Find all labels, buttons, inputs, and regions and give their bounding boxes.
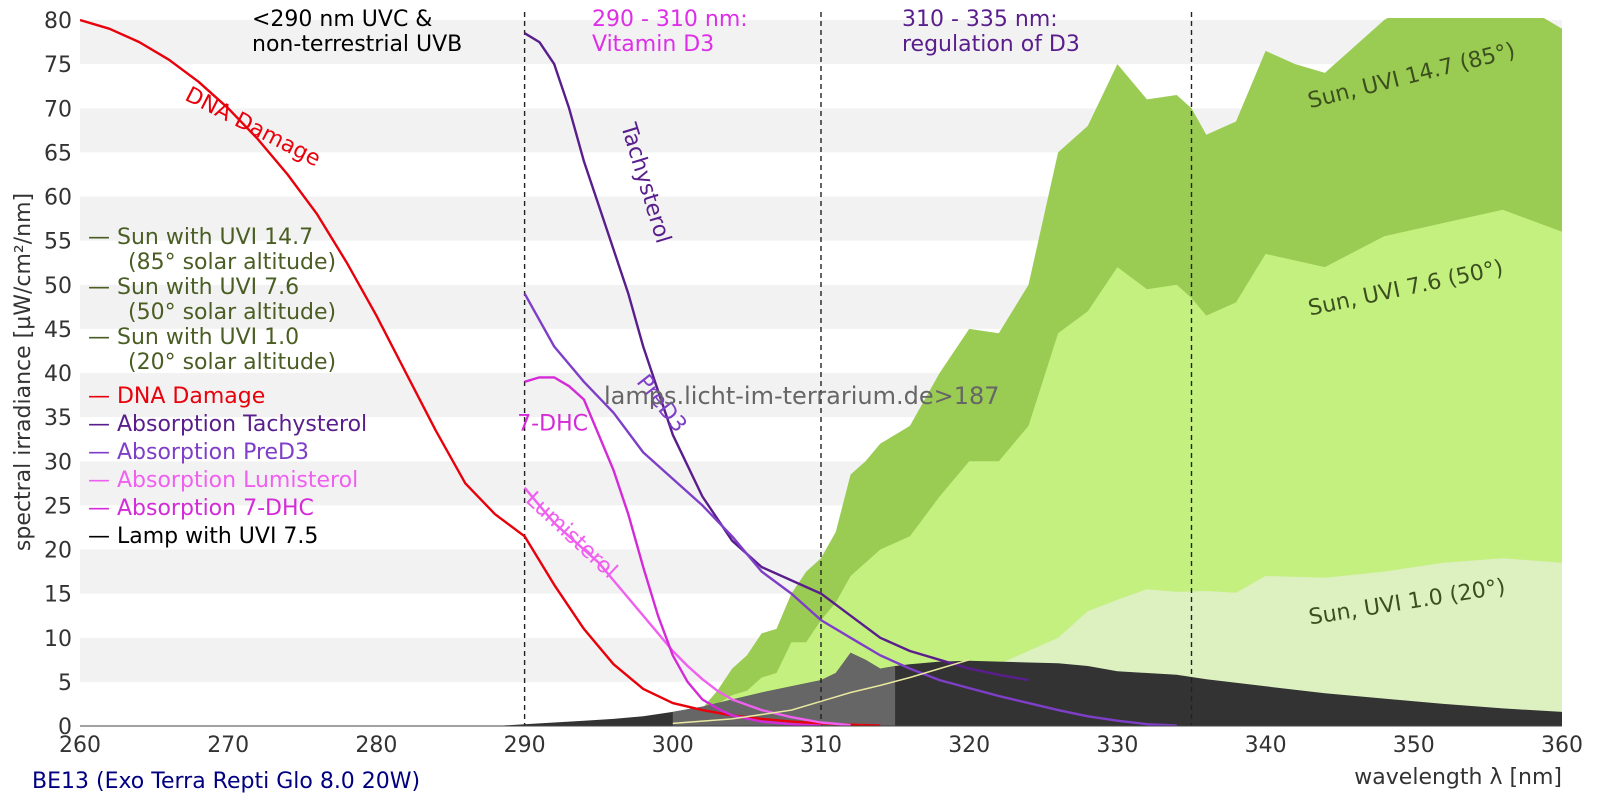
- x-tick-label: 310: [800, 733, 842, 758]
- region-label: non-terrestrial UVB: [252, 32, 462, 57]
- curve-label: 7-DHC: [517, 411, 588, 436]
- x-tick-label: 350: [1393, 733, 1435, 758]
- series-line: [523, 486, 851, 726]
- y-tick-label: 65: [44, 141, 72, 166]
- x-tick-label: 270: [207, 733, 249, 758]
- series-line: [672, 659, 970, 725]
- y-tick-label: 5: [58, 671, 72, 696]
- legend-entry: — Absorption PreD3: [88, 440, 309, 465]
- watermark: lamps.licht-im-terrarium.de>187: [604, 382, 1000, 410]
- x-tick-label: 330: [1096, 733, 1138, 758]
- y-tick-label: 80: [44, 9, 72, 34]
- region-divider-lines: [523, 12, 1193, 726]
- y-axis-label: spectral irradiance [µW/cm²/nm]: [11, 193, 36, 551]
- y-tick-label: 45: [44, 318, 72, 343]
- footer-caption: BE13 (Exo Terra Repti Glo 8.0 20W): [32, 769, 420, 794]
- axes: 260 270 280 290 300 310 320 330 340 350 360 0 5 10 15 2…: [44, 9, 1583, 758]
- x-tick-label: 280: [355, 733, 397, 758]
- y-tick-label: 10: [44, 627, 72, 652]
- legend-entry: (20° solar altitude): [128, 350, 336, 375]
- series-line: [523, 32, 1029, 682]
- x-tick-label: 290: [504, 733, 546, 758]
- x-axis-label: wavelength λ [nm]: [1354, 765, 1562, 790]
- y-tick-label: 40: [44, 362, 72, 387]
- y-tick-label: 0: [58, 715, 72, 740]
- region-label: Vitamin D3: [592, 32, 714, 57]
- legend-entry: (85° solar altitude): [128, 250, 336, 275]
- legend-entry: — Sun with UVI 14.7: [88, 225, 313, 250]
- legend-entry: — Absorption 7-DHC: [88, 496, 314, 521]
- region-label: 310 - 335 nm:: [902, 7, 1058, 32]
- y-tick-label: 35: [44, 406, 72, 431]
- y-tick-label: 60: [44, 186, 72, 211]
- x-tick-label: 360: [1541, 733, 1583, 758]
- region-label: <290 nm UVC &: [252, 7, 432, 32]
- y-tick-label: 15: [44, 583, 72, 608]
- y-tick-label: 70: [44, 97, 72, 122]
- region-label: 290 - 310 nm:: [592, 7, 748, 32]
- series-area: [672, 558, 1562, 726]
- y-tick-label: 20: [44, 539, 72, 564]
- y-tick-label: 75: [44, 53, 72, 78]
- legend-entry: — Sun with UVI 1.0: [88, 325, 299, 350]
- y-tick-label: 25: [44, 494, 72, 519]
- legend-entry: (50° solar altitude): [128, 300, 336, 325]
- y-tick-label: 55: [44, 230, 72, 255]
- legend-entry: — Sun with UVI 7.6: [88, 275, 299, 300]
- x-tick-label: 260: [59, 733, 101, 758]
- y-tick-label: 50: [44, 274, 72, 299]
- x-tick-label: 320: [948, 733, 990, 758]
- lamp-uv-highlight: [672, 652, 896, 726]
- legend-entry: — DNA Damage: [88, 384, 265, 409]
- legend-entry: — Absorption Lumisterol: [88, 468, 358, 493]
- region-label: regulation of D3: [902, 32, 1080, 57]
- sun-and-lamp-areas: [495, 18, 1562, 726]
- x-tick-label: 340: [1245, 733, 1287, 758]
- series-line: [523, 293, 1177, 726]
- absorption-curves: [80, 18, 1177, 726]
- series-line: [524, 376, 822, 726]
- y-tick-label: 30: [44, 450, 72, 475]
- legend-entry: — Lamp with UVI 7.5: [88, 524, 318, 549]
- legend-entry: — Absorption Tachysterol: [88, 412, 367, 437]
- x-tick-label: 300: [652, 733, 694, 758]
